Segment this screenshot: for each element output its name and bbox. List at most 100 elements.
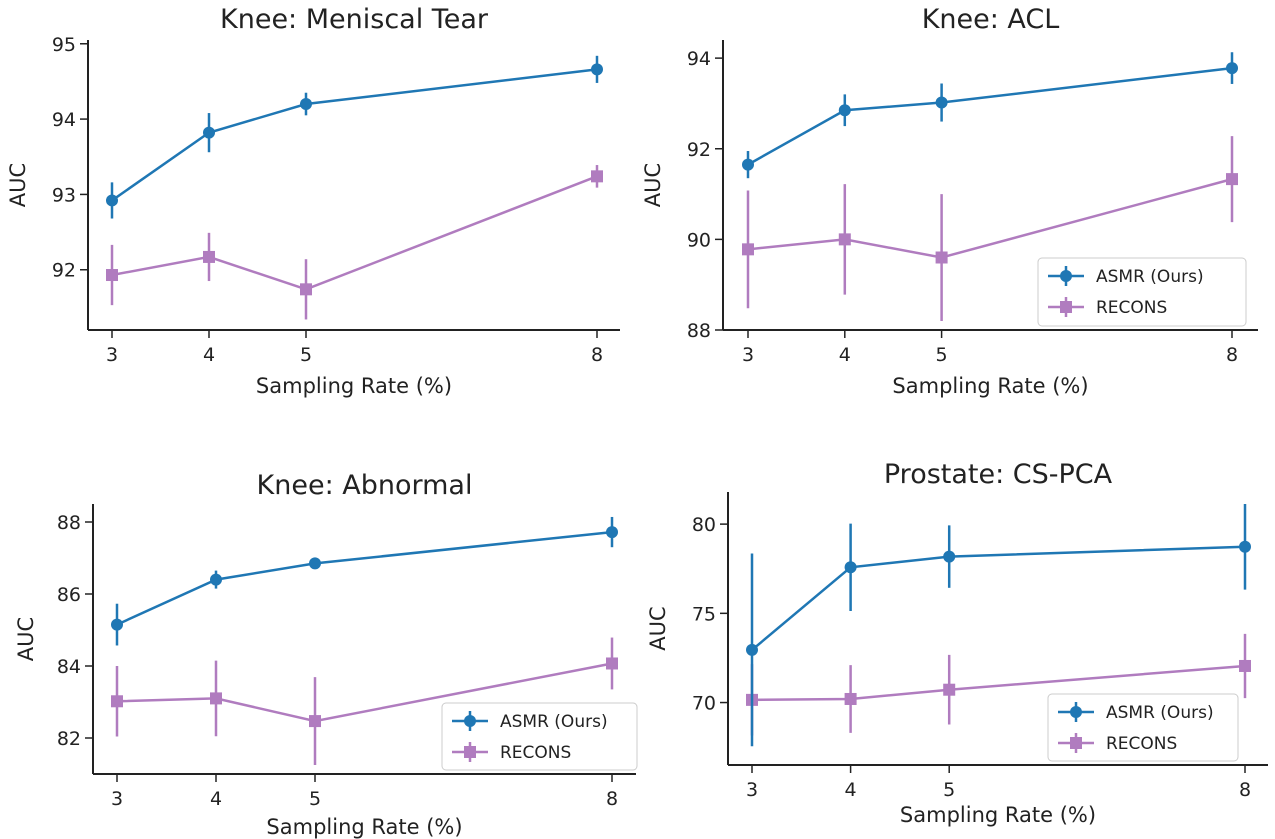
x-tick-label: 4: [845, 779, 857, 801]
data-point: [844, 561, 857, 574]
y-tick-label: 90: [687, 229, 711, 251]
chart-panel-2: Knee: ACL 88 90 92 94 3 4 5 8 Sampling Rate (%) AU…: [641, 4, 1258, 398]
x-tick-label: 8: [591, 344, 603, 366]
data-point: [838, 104, 851, 117]
series-line: [116, 662, 613, 723]
data-point: [1239, 540, 1251, 553]
series-asmr: [742, 52, 1238, 179]
data-point: [943, 683, 956, 696]
data-point: [943, 550, 956, 563]
series-line: [747, 66, 1233, 166]
data-point: [300, 283, 312, 296]
legend-marker: [464, 746, 476, 758]
chart-panel-1: Knee: Meniscal Tear 92 93 94 95 3 4 5 8 Sampling …: [6, 4, 620, 398]
x-axis-label: Sampling Rate (%): [900, 803, 1096, 827]
series-recons: [742, 136, 1238, 321]
chart-panel-4: Prostate: CS-PCA 70 75 80 3 4 5 8 Sampling Rate …: [646, 459, 1268, 827]
legend-marker: [1070, 737, 1082, 749]
x-tick-label: 3: [746, 779, 758, 801]
legend-label: ASMR (Ours): [1106, 703, 1214, 723]
data-point: [106, 269, 118, 282]
series-line: [747, 177, 1233, 259]
data-point: [210, 573, 222, 586]
data-point: [746, 643, 758, 656]
legend-label: ASMR (Ours): [500, 712, 608, 732]
data-point: [106, 194, 118, 207]
chart-title: Knee: ACL: [922, 4, 1060, 35]
series-line: [751, 664, 1246, 702]
series-asmr: [746, 503, 1251, 747]
x-axis-label: Sampling Rate (%): [892, 374, 1088, 398]
data-point: [111, 695, 123, 708]
series-line: [751, 545, 1246, 651]
data-point: [1226, 62, 1238, 75]
series-recons: [746, 633, 1251, 736]
y-tick-label: 93: [52, 184, 76, 206]
series-line: [111, 175, 598, 291]
data-point: [742, 158, 754, 171]
y-tick-label: 86: [57, 584, 81, 606]
chart-title: Knee: Abnormal: [257, 470, 473, 501]
data-point: [203, 126, 215, 139]
legend: ASMR (Ours) RECONS: [441, 702, 638, 771]
y-tick-label: 88: [687, 320, 711, 342]
data-point: [935, 96, 948, 109]
series-line: [111, 68, 598, 202]
y-axis-label: AUC: [646, 606, 670, 650]
y-tick-label: 75: [692, 603, 716, 625]
legend: ASMR (Ours) RECONS: [1047, 693, 1239, 762]
data-point: [203, 250, 215, 263]
data-point: [935, 251, 948, 264]
x-tick-label: 5: [309, 788, 321, 810]
x-tick-label: 3: [106, 344, 118, 366]
chart-title: Prostate: CS-PCA: [884, 459, 1113, 490]
series-asmr: [106, 55, 603, 219]
data-point: [838, 233, 851, 246]
data-point: [210, 692, 222, 705]
series-recons: [111, 637, 618, 765]
data-point: [742, 243, 754, 256]
y-tick-label: 94: [52, 109, 76, 131]
data-point: [300, 98, 312, 111]
legend-marker: [1070, 706, 1082, 718]
data-point: [309, 557, 321, 570]
y-tick-label: 95: [52, 34, 76, 56]
x-tick-label: 4: [839, 344, 851, 366]
x-tick-label: 5: [943, 779, 955, 801]
y-tick-label: 92: [687, 139, 711, 161]
data-point: [591, 63, 603, 76]
chart-panel-3: Knee: Abnormal 82 84 86 88 3 4 5 8 Sampling Rate …: [14, 470, 638, 839]
legend-box: [1047, 693, 1239, 762]
legend-label: RECONS: [500, 743, 571, 763]
x-tick-label: 5: [300, 344, 312, 366]
y-axis-label: AUC: [14, 617, 38, 661]
x-tick-label: 3: [111, 788, 123, 810]
y-tick-label: 70: [692, 693, 716, 715]
legend-box: [441, 702, 638, 771]
legend-label: ASMR (Ours): [1096, 267, 1204, 287]
x-tick-label: 4: [210, 788, 222, 810]
series-line: [116, 530, 613, 626]
data-point: [606, 657, 618, 670]
legend-marker: [1060, 270, 1072, 282]
chart-title: Knee: Meniscal Tear: [220, 4, 489, 35]
legend-label: RECONS: [1096, 298, 1167, 318]
x-tick-label: 8: [606, 788, 618, 810]
y-tick-label: 92: [52, 260, 76, 282]
data-point: [591, 170, 603, 183]
x-tick-label: 8: [1239, 779, 1251, 801]
y-axis-label: AUC: [6, 163, 30, 207]
y-tick-label: 84: [57, 656, 81, 678]
data-point: [1239, 659, 1251, 672]
series-recons: [106, 165, 603, 320]
legend-label: RECONS: [1106, 734, 1177, 754]
x-tick-label: 8: [1226, 344, 1238, 366]
data-point: [309, 715, 321, 728]
legend: ASMR (Ours) RECONS: [1037, 257, 1247, 327]
data-point: [844, 692, 857, 705]
x-tick-label: 5: [936, 344, 948, 366]
x-axis-label: Sampling Rate (%): [256, 374, 452, 398]
y-tick-label: 94: [687, 48, 711, 70]
x-tick-label: 3: [742, 344, 754, 366]
